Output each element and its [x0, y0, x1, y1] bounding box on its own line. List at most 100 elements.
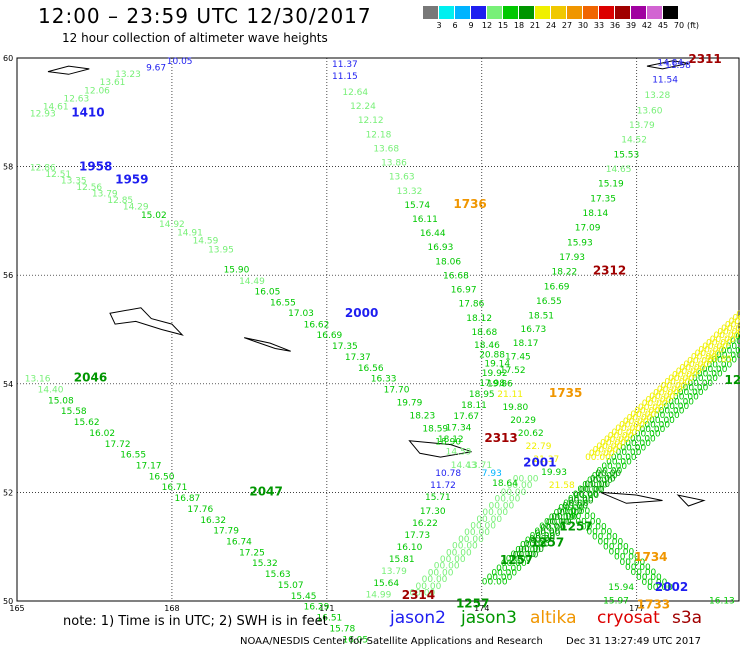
- track-mark: 00.00: [446, 548, 472, 558]
- wave-height-label: 18.51: [528, 312, 554, 322]
- wave-height-label: 16.32: [200, 516, 226, 526]
- track-mark: 00.00: [596, 442, 622, 452]
- legend-swatch: [663, 6, 679, 19]
- wave-height-label: 11.15: [332, 72, 358, 82]
- track-mark: 00.00: [612, 428, 638, 438]
- track-mark: 00.00: [584, 480, 610, 490]
- track-mark: 00.00: [513, 551, 539, 561]
- track-mark: 00.00: [647, 583, 673, 593]
- track-mark: 00.00: [702, 365, 728, 375]
- track-mark: 00.00: [631, 568, 657, 578]
- track-mark: 00.00: [568, 494, 594, 504]
- track-mark: 00.00: [627, 413, 653, 423]
- wave-height-label: 17.73: [404, 531, 430, 541]
- track-mark: 00.00: [579, 485, 605, 495]
- track-mark: 00.00: [482, 578, 508, 588]
- legend-label: 3: [436, 21, 442, 30]
- wave-height-label: 15.58: [61, 407, 87, 417]
- legend-swatch: [599, 6, 615, 19]
- wave-height-label: 17.17: [136, 462, 162, 472]
- wave-height-label: 17.79: [213, 527, 239, 537]
- wave-height-label: 10.78: [435, 469, 461, 479]
- track-mark: 00.00: [529, 534, 555, 544]
- track-mark: 00.00: [634, 406, 660, 416]
- track-mark: 00.00: [496, 564, 522, 574]
- track-mark: 00.00: [575, 517, 601, 527]
- track-mark: 00.00: [678, 388, 704, 398]
- wave-height-label: 13.32: [397, 187, 423, 197]
- track-mark: 00.00: [593, 446, 619, 456]
- track-mark: 00.00: [507, 481, 533, 491]
- track-mark: 00.00: [661, 381, 687, 391]
- footnote: note: 1) Time is in UTC; 2) SWH is in fe…: [63, 614, 328, 629]
- legend-label: 24: [545, 21, 557, 30]
- track-mark: 00.00: [524, 540, 550, 550]
- island-outline: [47, 65, 90, 75]
- legend-swatch: [567, 6, 583, 19]
- wave-height-label: 13.63: [389, 173, 415, 183]
- wave-height-label: 18.64: [492, 479, 518, 489]
- track-mark: 00.00: [663, 402, 689, 412]
- wave-height-label: 16.87: [175, 494, 201, 504]
- track-mark: 00.00: [464, 528, 490, 538]
- wave-height-label: 15.94: [608, 583, 634, 593]
- legend-labels: 3 6 9 12 15 18 21 24 27 30 33 36 39 42 45 70 (ft): [423, 21, 699, 33]
- track-mark: 00.00: [539, 522, 565, 532]
- wave-height-label: 18.12: [466, 314, 492, 324]
- track-mark: 00.00: [625, 563, 651, 573]
- wave-height-label: 16.68: [443, 271, 469, 281]
- legend-swatch: [583, 6, 599, 19]
- wave-height-label: 15.97: [603, 597, 629, 607]
- wave-height-label: 20.29: [510, 416, 536, 426]
- wave-height-label: 16.97: [451, 286, 477, 296]
- track-mark: 00.00: [657, 385, 683, 395]
- track-mark: 00.00: [721, 346, 740, 356]
- track-mark: 00.00: [409, 589, 435, 599]
- track-mark: 00.00: [721, 324, 740, 334]
- track-mark: 00.00: [702, 342, 728, 352]
- track-mark: 00.00: [510, 550, 536, 560]
- wave-height-label: 18.68: [471, 328, 497, 338]
- legend-label: 27: [561, 21, 573, 30]
- track-mark: 00.00: [416, 582, 442, 592]
- wave-height-label: 14.61: [43, 103, 69, 113]
- wave-height-label: 20.88: [479, 351, 505, 361]
- track-mark: 00.00: [551, 513, 577, 523]
- track-mark: 00.00: [606, 457, 632, 467]
- legend-swatch: [423, 6, 439, 19]
- track-mark: 00.00: [668, 374, 694, 384]
- wave-height-label: 14.65: [606, 165, 632, 175]
- track-mark: 00.00: [582, 481, 608, 491]
- legend-label: 45: [657, 21, 669, 30]
- wave-height-label: 15.53: [613, 150, 639, 160]
- wave-height-label: 17.93: [559, 253, 585, 263]
- wave-height-label: 17.25: [239, 548, 265, 558]
- color-legend: 3 6 9 12 15 18 21 24 27 30 33 36 39 42 45 70 (ft): [423, 6, 699, 33]
- wave-height-label: 15.07: [278, 581, 304, 591]
- track-mark: 00.00: [520, 541, 546, 551]
- wave-height-label: 16.51: [317, 614, 343, 624]
- track-mark: 00.00: [540, 523, 566, 533]
- pass-time-label: 1733: [637, 598, 670, 612]
- track-mark: 00.00: [501, 559, 527, 569]
- track-mark: 00.00: [687, 379, 713, 389]
- track-mark: 00.00: [717, 328, 740, 338]
- track-mark: 00.00: [585, 453, 611, 463]
- pass-time-label: 1257: [559, 519, 592, 533]
- wave-height-label: 15.32: [252, 559, 278, 569]
- wave-height-label: 12.18: [366, 130, 392, 140]
- wave-height-label: 19.80: [502, 403, 528, 413]
- track-mark: 00.00: [683, 360, 709, 370]
- track-mark: 00.00: [698, 346, 724, 356]
- wave-height-label: 18.59: [422, 425, 448, 435]
- track-mark: 00.00: [697, 370, 723, 380]
- wave-height-label: 16.55: [536, 297, 562, 307]
- track-mark: 00.00: [707, 360, 733, 370]
- track-mark: 00.00: [590, 475, 616, 485]
- wave-height-label: 14.59: [446, 447, 472, 457]
- pass-time-label: 2047: [249, 485, 282, 499]
- wave-height-label: 15.45: [291, 592, 317, 602]
- legend-swatch: [439, 6, 455, 19]
- track-mark: 00.00: [735, 333, 740, 343]
